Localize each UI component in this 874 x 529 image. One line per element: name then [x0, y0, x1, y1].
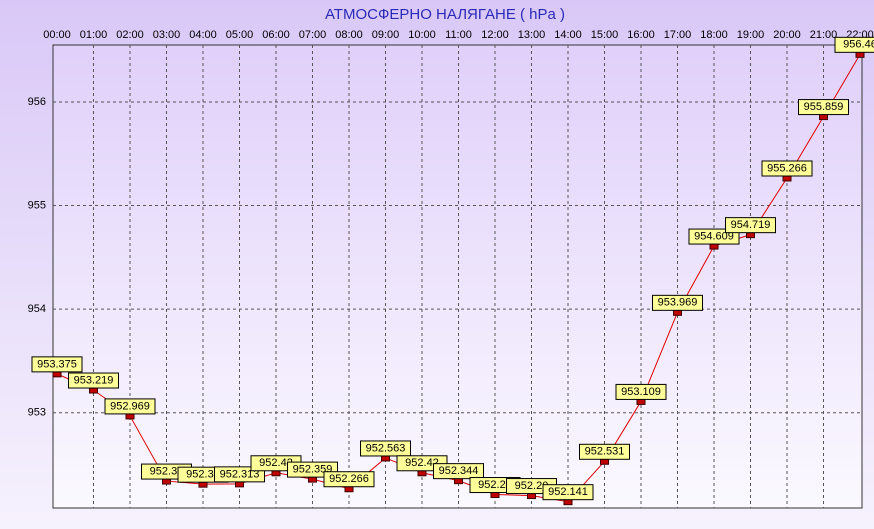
chart-title: АТМОСФЕРНО НАЛЯГАНЕ ( hPa ) [325, 6, 565, 23]
x-tick-label: 16:00 [627, 29, 655, 41]
y-tick-label: 955 [28, 199, 46, 211]
data-label: 952.42 [259, 457, 293, 469]
x-tick-label: 00:00 [43, 29, 71, 41]
data-label: 952.31 [186, 469, 220, 481]
label-box [798, 99, 849, 116]
label-box [433, 463, 484, 480]
label-box [615, 383, 667, 400]
data-label: 953.375 [37, 358, 77, 370]
x-tick-label: 06:00 [262, 29, 290, 41]
data-label: 953.969 [658, 297, 698, 309]
plot-area [52, 44, 863, 509]
data-label: 952.42 [405, 457, 439, 469]
data-label: 952.266 [329, 473, 369, 485]
x-tick-label: 10:00 [408, 29, 436, 41]
y-tick-label: 953 [28, 407, 46, 419]
label-box [104, 398, 156, 415]
data-label: 956.46 [843, 39, 874, 51]
label-box [542, 484, 594, 501]
data-label: 952.344 [439, 465, 479, 477]
y-tick-label: 956 [28, 96, 46, 108]
data-label: 953.109 [621, 386, 661, 398]
data-label: 952.531 [585, 446, 625, 458]
x-tick-label: 01:00 [80, 29, 108, 41]
x-tick-label: 02:00 [116, 29, 144, 41]
label-box [834, 36, 874, 53]
data-label: 954.609 [694, 230, 734, 242]
x-tick-label: 04:00 [189, 29, 217, 41]
x-tick-label: 21:00 [810, 29, 838, 41]
x-tick-label: 08:00 [335, 29, 363, 41]
label-box [725, 217, 776, 234]
data-label: 955.859 [804, 101, 844, 113]
x-tick-label: 09:00 [372, 29, 400, 41]
data-label: 952.141 [548, 486, 588, 498]
label-box [579, 443, 630, 460]
data-label: 952.563 [366, 442, 406, 454]
x-tick-label: 19:00 [737, 29, 765, 41]
x-tick-label: 15:00 [591, 29, 619, 41]
x-tick-label: 03:00 [153, 29, 181, 41]
x-tick-label: 20:00 [773, 29, 801, 41]
data-label: 953.219 [74, 374, 114, 386]
label-box [652, 294, 703, 311]
data-label: 955.266 [767, 162, 807, 174]
x-tick-label: 13:00 [518, 29, 546, 41]
x-tick-label: 14:00 [554, 29, 582, 41]
y-tick-label: 954 [28, 303, 46, 315]
x-tick-label: 18:00 [700, 29, 728, 41]
x-tick-label: 05:00 [226, 29, 254, 41]
label-box [31, 356, 83, 373]
label-box [761, 160, 813, 177]
x-tick-label: 12:00 [481, 29, 509, 41]
label-box [360, 440, 411, 457]
data-label: 952.21 [478, 479, 512, 491]
data-label: 952.34 [150, 465, 184, 477]
data-label: 954.719 [731, 219, 771, 231]
data-label: 952.359 [293, 464, 333, 476]
data-label: 952.20 [515, 480, 549, 492]
x-tick-label: 17:00 [664, 29, 692, 41]
x-tick-label: 07:00 [299, 29, 327, 41]
data-label: 952.969 [110, 400, 150, 412]
label-box [323, 471, 375, 488]
x-tick-label: 11:00 [445, 29, 472, 41]
data-label: 952.313 [220, 468, 260, 480]
label-box [68, 372, 119, 389]
